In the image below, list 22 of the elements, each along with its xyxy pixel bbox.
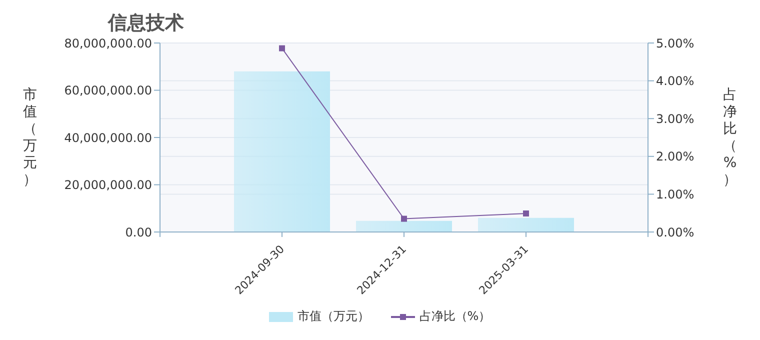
y2-tick-label: 0.00% bbox=[656, 225, 694, 240]
point bbox=[401, 216, 407, 222]
y-tick-label: 60,000,000.00 bbox=[64, 84, 152, 98]
point bbox=[523, 210, 529, 216]
y-axis-title: 市值（万元） bbox=[23, 87, 37, 188]
y2-axis-title: 占净比（%） bbox=[723, 87, 737, 188]
y-tick-label: 80,000,000.00 bbox=[64, 36, 152, 50]
y2-tick-label: 3.00% bbox=[656, 112, 694, 126]
bar bbox=[478, 218, 574, 232]
bar bbox=[234, 71, 330, 232]
y-tick-label: 0.00 bbox=[125, 225, 152, 240]
legend-label: 占净比（%） bbox=[419, 308, 491, 325]
y-tick-label: 40,000,000.00 bbox=[64, 130, 152, 145]
point bbox=[279, 45, 285, 52]
y-tick-label: 20,000,000.00 bbox=[64, 178, 152, 192]
y2-tick-label: 2.00% bbox=[656, 150, 694, 164]
y2-tick-label: 4.00% bbox=[656, 74, 694, 88]
bar bbox=[356, 220, 452, 232]
y2-tick-label: 5.00% bbox=[656, 36, 694, 50]
legend-label: 市值（万元） bbox=[297, 308, 370, 325]
y2-tick-label: 1.00% bbox=[656, 187, 694, 202]
chart-title: 信息技术 bbox=[108, 11, 184, 36]
